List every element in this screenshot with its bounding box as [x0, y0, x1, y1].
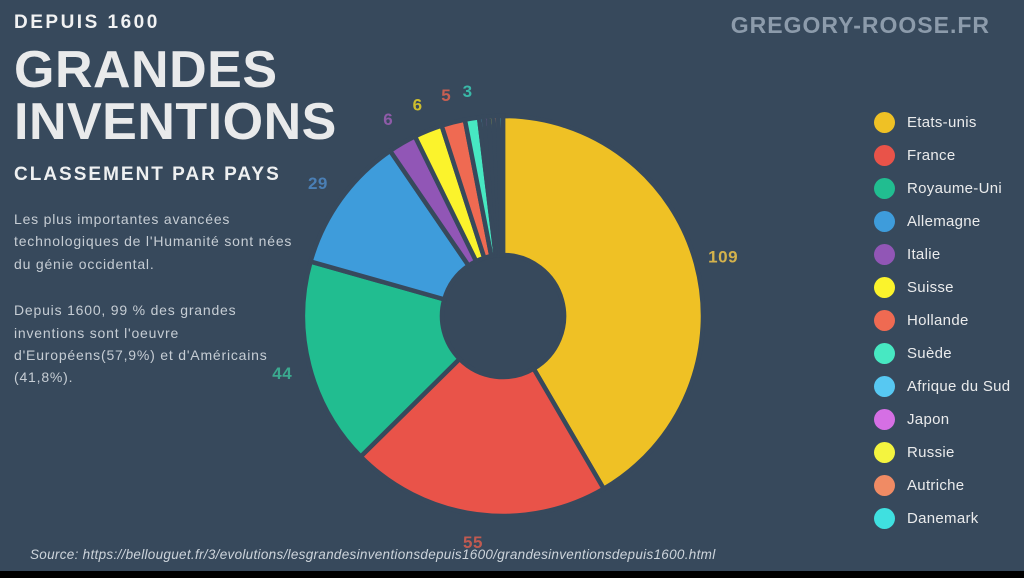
- stats-paragraph: Depuis 1600, 99 % des grandes inventions…: [14, 302, 268, 386]
- slice-value-label-suisse: 6: [413, 96, 423, 115]
- legend-color-dot: [874, 211, 895, 232]
- legend-item-suisse: Suisse: [874, 271, 1010, 304]
- header-block: DEPUIS 1600 GRANDES INVENTIONS CLASSEMEN…: [14, 12, 337, 389]
- legend-item-autriche: Autriche: [874, 469, 1010, 502]
- legend-item-danemark: Danemark: [874, 502, 1010, 535]
- legend-color-dot: [874, 442, 895, 463]
- pie-slice-danemark: [495, 113, 506, 258]
- legend-color-dot: [874, 112, 895, 133]
- slice-value-label-etats-unis: 109: [708, 248, 738, 267]
- legend-item-afrique-du-sud: Afrique du Sud: [874, 370, 1010, 403]
- legend-color-dot: [874, 508, 895, 529]
- legend-label: Autriche: [907, 477, 965, 494]
- legend-color-dot: [874, 409, 895, 430]
- slice-value-label-royaume-uni: 44: [272, 364, 292, 383]
- legend-item-suède: Suède: [874, 337, 1010, 370]
- legend-color-dot: [874, 310, 895, 331]
- legend-item-japon: Japon: [874, 403, 1010, 436]
- slice-value-label-allemagne: 29: [308, 174, 328, 193]
- kicker: DEPUIS 1600: [14, 12, 160, 33]
- legend-label: Suède: [907, 345, 952, 362]
- legend-color-dot: [874, 475, 895, 496]
- legend-item-royaume-uni: Royaume-Uni: [874, 172, 1010, 205]
- slice-value-label-hollande: 5: [441, 86, 451, 105]
- legend-label: Etats-unis: [907, 114, 977, 131]
- legend-color-dot: [874, 277, 895, 298]
- legend-color-dot: [874, 178, 895, 199]
- intro-paragraph: Les plus importantes avancées technologi…: [14, 211, 293, 272]
- pie-slice-allemagne: [307, 147, 472, 303]
- page-title-line1: GRANDES: [14, 41, 278, 99]
- bottom-bar: [0, 571, 1024, 578]
- legend-color-dot: [874, 343, 895, 364]
- legend-label: France: [907, 147, 956, 164]
- legend-item-hollande: Hollande: [874, 304, 1010, 337]
- legend-label: Afrique du Sud: [907, 378, 1011, 395]
- page-title-line2: INVENTIONS: [14, 93, 337, 151]
- legend-label: Italie: [907, 246, 941, 263]
- legend-label: Japon: [907, 411, 950, 428]
- legend-color-dot: [874, 145, 895, 166]
- legend-item-allemagne: Allemagne: [874, 205, 1010, 238]
- legend-label: Russie: [907, 444, 955, 461]
- legend-item-etats-unis: Etats-unis: [874, 106, 1010, 139]
- legend-color-dot: [874, 376, 895, 397]
- pie-slice-etats-unis: [500, 113, 706, 492]
- brand-watermark: GREGORY-ROOSE.FR: [730, 12, 990, 38]
- legend-label: Royaume-Uni: [907, 180, 1002, 197]
- legend-label: Allemagne: [907, 213, 981, 230]
- source-citation: Source: https://bellouguet.fr/3/evolutio…: [30, 547, 716, 562]
- slice-value-label-france: 55: [463, 533, 483, 552]
- slice-value-label-italie: 6: [383, 110, 393, 129]
- pie-slice-royaume-uni: [300, 258, 463, 460]
- legend-label: Danemark: [907, 510, 979, 527]
- slice-value-label-suède: 3: [463, 82, 473, 101]
- subtitle: CLASSEMENT PAR PAYS: [14, 164, 281, 185]
- legend-item-france: France: [874, 139, 1010, 172]
- legend-label: Hollande: [907, 312, 969, 329]
- legend-item-italie: Italie: [874, 238, 1010, 271]
- legend-color-dot: [874, 244, 895, 265]
- chart-legend: Etats-unis France Royaume-Uni Allemagne Ital…: [874, 106, 1010, 535]
- legend-label: Suisse: [907, 279, 954, 296]
- page-title: GRANDES INVENTIONS: [14, 41, 337, 151]
- legend-item-russie: Russie: [874, 436, 1010, 469]
